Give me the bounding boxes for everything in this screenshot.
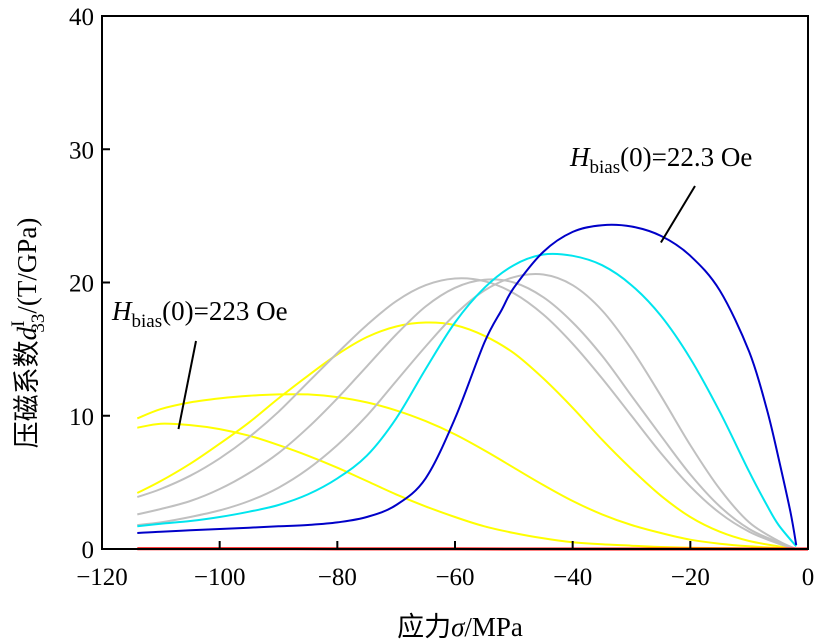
- series-line-3: [136, 277, 797, 550]
- annotation-leaders: [177, 185, 696, 430]
- y-tick-label: 40: [69, 4, 94, 31]
- y-tick-label: 0: [82, 537, 95, 564]
- x-tick-label: −120: [76, 564, 128, 591]
- series-layer: [136, 223, 808, 551]
- series-line-2: [136, 321, 797, 550]
- series-line-5: [137, 272, 797, 550]
- series-line-0: [137, 422, 797, 550]
- y-tick-label: 10: [69, 404, 94, 431]
- x-tick-label: −80: [318, 564, 357, 591]
- series-line-1: [136, 393, 797, 550]
- x-axis-title: 应力σ/MPa: [397, 612, 523, 642]
- y-tick-label: 30: [69, 137, 94, 164]
- x-tick-label: −40: [553, 564, 592, 591]
- series-line-4: [137, 278, 797, 550]
- annotation-22-3-oe: Hbias(0)=22.3 Oe: [569, 142, 752, 178]
- series-line-6: [137, 252, 797, 547]
- x-tick-label: −100: [194, 564, 246, 591]
- ticks-layer: −120 −100 −80 −60 −40 −20 0 0 10 20 30 40: [69, 4, 814, 591]
- y-tick-label: 20: [69, 271, 94, 298]
- x-tick-label: 0: [802, 564, 815, 591]
- annotation-leader: [660, 185, 696, 244]
- x-tick-label: −20: [671, 564, 710, 591]
- annotation-leader: [177, 340, 197, 430]
- series-line-7: [137, 223, 798, 546]
- annotation-223-oe: Hbias(0)=223 Oe: [111, 296, 288, 332]
- y-axis-title: 压磁系数dI33/(T/GPa): [8, 218, 49, 449]
- plot-frame: [101, 15, 809, 550]
- x-tick-label: −60: [435, 564, 474, 591]
